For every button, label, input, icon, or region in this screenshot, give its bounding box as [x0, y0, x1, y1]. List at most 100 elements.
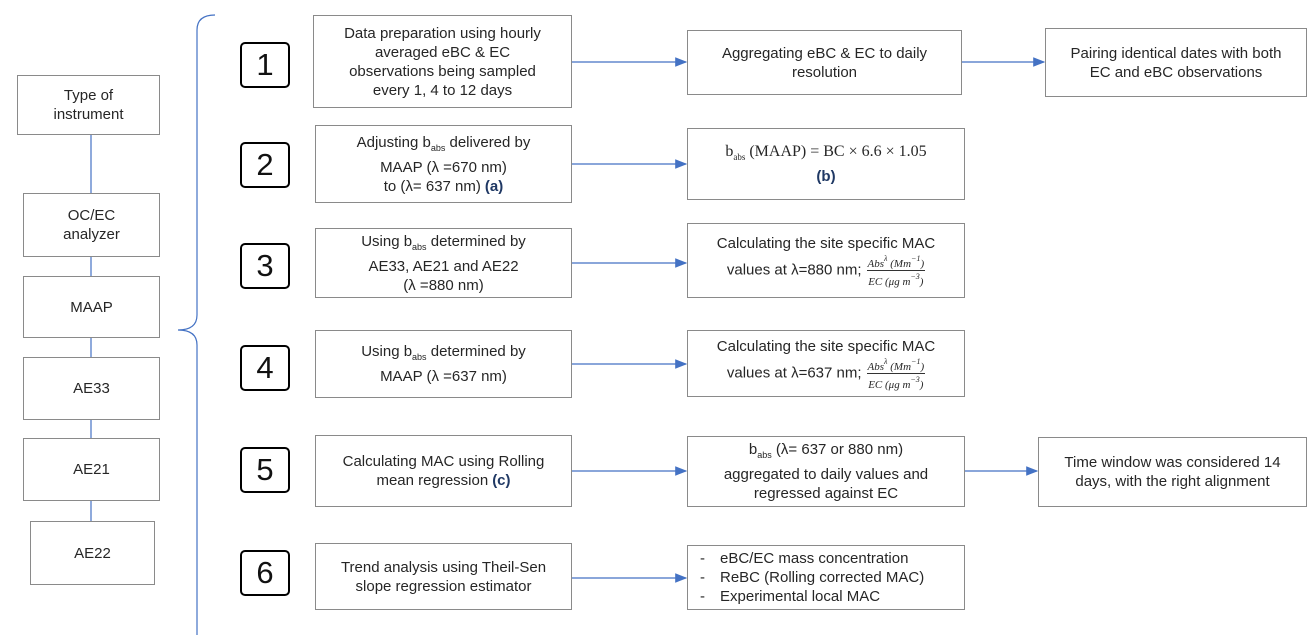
result-box: Pairing identical dates with both EC and…: [1045, 28, 1307, 97]
text: (MAAP) = BC × 6.6 × 1.05: [745, 143, 927, 160]
text: MAAP: [70, 298, 113, 316]
text: regressed against EC: [753, 485, 899, 502]
superscript: −1: [911, 356, 921, 366]
process-box: Using babs determined by MAAP (λ =637 nm…: [315, 330, 572, 398]
text: 3: [256, 248, 274, 283]
denominator: EC (μg m−3): [868, 271, 923, 288]
text: OC/EC analyzer: [63, 207, 120, 243]
superscript: λ: [884, 356, 888, 366]
text: 4: [256, 350, 274, 385]
text: mean regression: [376, 472, 489, 489]
text: to (λ= 637 nm): [383, 177, 481, 195]
text: values at λ=880 nm;: [726, 260, 862, 278]
text: days, with the right alignment: [1075, 473, 1270, 490]
line: to (λ= 637 nm) (a): [384, 177, 503, 196]
superscript: −3: [910, 374, 920, 384]
output-box: babs (λ= 637 or 880 nm) aggregated to da…: [687, 436, 965, 507]
text: Time window was considered 14: [1064, 454, 1281, 471]
text: Using b: [361, 232, 413, 250]
reference: (a): [484, 177, 504, 195]
text: AE33: [73, 380, 110, 397]
superscript: −3: [910, 271, 920, 281]
text: Calculating MAC using Rolling: [342, 453, 545, 470]
text: Type of instrument: [53, 87, 124, 123]
text: Trend analysis using Theil-Sen: [340, 558, 547, 576]
text: (Mm: [887, 257, 912, 270]
text: slope regression estimator: [355, 577, 532, 595]
text: Experimental local MAC: [720, 588, 881, 605]
text: EC (μg m: [868, 275, 911, 288]
output-box: Calculating the site specific MAC values…: [687, 223, 965, 298]
instrument: AE22: [30, 521, 155, 585]
text: EC and eBC observations: [1089, 63, 1263, 81]
instrument: AE21: [23, 438, 160, 501]
formula: babs (MAAP) = BC × 6.6 × 1.05: [725, 142, 926, 167]
bullet: -: [700, 569, 705, 586]
text: ): [919, 275, 924, 288]
text: Using b: [361, 343, 413, 360]
subscript: abs: [733, 152, 746, 162]
text: ReBC (Rolling corrected MAC): [720, 569, 925, 586]
step-number: 6: [240, 550, 290, 596]
bullet: -: [700, 588, 705, 605]
process-box: Using babs determined by AE33, AE21 and …: [315, 228, 572, 298]
output-box: - eBC/EC mass concentration - ReBC (Rollin…: [687, 545, 965, 610]
subscript: abs: [412, 352, 427, 362]
superscript: λ: [884, 253, 888, 263]
list-item: - ReBC (Rolling corrected MAC): [700, 568, 924, 587]
denominator: EC (μg m−3): [868, 374, 923, 391]
text: values at λ=637 nm;: [726, 363, 862, 381]
numerator: Absλ (Mm−1): [866, 356, 926, 374]
text: b: [748, 441, 758, 458]
output-box: Calculating the site specific MAC values…: [687, 330, 965, 397]
text: Calculating the site specific MAC: [716, 234, 936, 252]
fraction: Absλ (Mm−1) EC (μg m−3): [866, 356, 926, 391]
result-box: Time window was considered 14 days, with…: [1038, 437, 1307, 507]
text: MAAP (λ =637 nm): [380, 368, 507, 385]
text: MAAP (λ =670 nm): [380, 158, 507, 176]
text: AE21: [73, 461, 110, 478]
numerator: Absλ (Mm−1): [866, 253, 926, 271]
text: determined by: [426, 232, 526, 250]
text: averaged eBC & EC: [374, 43, 511, 61]
brace: [177, 14, 216, 635]
process-box: Trend analysis using Theil-Sen slope reg…: [315, 543, 572, 610]
process-box: Calculating MAC using Rolling mean regre…: [315, 435, 572, 507]
text: observations being sampled: [349, 62, 536, 80]
list-item: - eBC/EC mass concentration: [700, 549, 908, 568]
step-number: 1: [240, 42, 290, 88]
text: Abs: [867, 257, 885, 270]
reference: (b): [816, 168, 836, 185]
line: values at λ=880 nm; Absλ (Mm−1) EC (μg m−3…: [726, 253, 926, 288]
list-item: - Experimental local MAC: [700, 587, 880, 606]
text: (λ =880 nm): [403, 276, 484, 294]
line: mean regression (c): [376, 471, 510, 490]
text: Adjusting b: [356, 133, 431, 151]
step-number: 3: [240, 243, 290, 289]
reference: (c): [492, 472, 511, 489]
process-box: Data preparation using hourly averaged e…: [313, 15, 572, 108]
fraction: Absλ (Mm−1) EC (μg m−3): [866, 253, 926, 288]
text: eBC/EC mass concentration: [720, 550, 909, 567]
text: Aggregating eBC & EC to daily: [721, 44, 928, 62]
step-number: 5: [240, 447, 290, 493]
text: every 1, 4 to 12 days: [372, 81, 513, 99]
text: AE33, AE21 and AE22: [368, 257, 519, 275]
instrument: OC/EC analyzer: [23, 193, 160, 257]
step-number: 4: [240, 345, 290, 391]
line: babs (λ= 637 or 880 nm): [749, 440, 903, 465]
instrument: AE33: [23, 357, 160, 420]
text: 6: [256, 555, 274, 590]
text: ): [920, 360, 925, 373]
text: Data preparation using hourly: [344, 24, 541, 42]
subscript: abs: [412, 241, 427, 252]
text: (Mm: [887, 360, 912, 373]
text: ): [919, 378, 924, 391]
output-box: Aggregating eBC & EC to daily resolution: [687, 30, 962, 95]
instrument: MAAP: [23, 276, 160, 338]
line: Using babs determined by: [361, 342, 526, 367]
line: values at λ=637 nm; Absλ (Mm−1) EC (μg m−3…: [726, 356, 926, 391]
text: Calculating the site specific MAC: [716, 337, 936, 355]
